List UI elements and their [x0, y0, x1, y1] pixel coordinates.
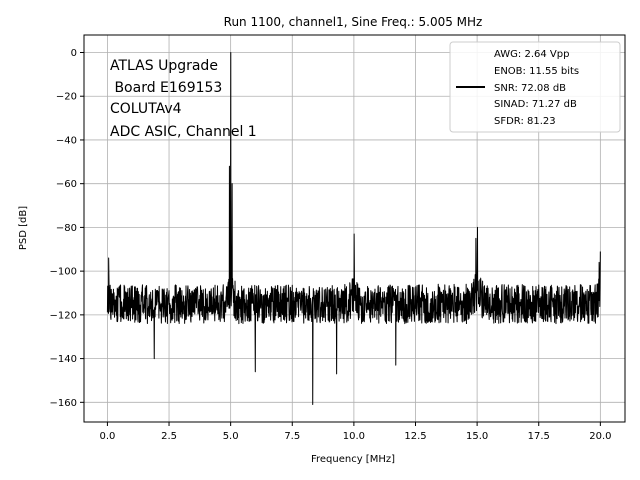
legend-line-2: ENOB: 11.55 bits [494, 66, 579, 77]
legend-line-3: SNR: 72.08 dB [494, 83, 566, 94]
x-tick-label: 20.0 [589, 431, 611, 442]
legend-line-4: SINAD: 71.27 dB [494, 99, 577, 110]
x-tick-label: 0.0 [99, 431, 115, 442]
legend-line-1: AWG: 2.64 Vpp [494, 49, 569, 60]
x-tick-label: 10.0 [343, 431, 365, 442]
y-axis-label: PSD [dB] [18, 206, 29, 250]
y-axis-ticks: 0 −20 −40 −60 −80 −100 −120 −140 −160 [50, 48, 84, 409]
plot-area [106, 51, 601, 406]
y-tick-label: −40 [56, 135, 77, 146]
annotation-line-3: COLUTAv4 [110, 101, 182, 117]
x-tick-label: 7.5 [284, 431, 300, 442]
x-tick-label: 17.5 [528, 431, 550, 442]
y-tick-label: −100 [50, 267, 77, 278]
annotation-line-2: Board E169153 [110, 80, 222, 96]
y-tick-label: −20 [56, 92, 77, 103]
grid [84, 35, 625, 422]
psd-series-line [106, 51, 601, 406]
y-tick-label: −140 [50, 354, 77, 365]
annotation-line-1: ATLAS Upgrade [110, 58, 218, 74]
x-tick-label: 12.5 [404, 431, 426, 442]
plot-frame [83, 34, 626, 423]
annotation-line-4: ADC ASIC, Channel 1 [110, 124, 257, 140]
y-tick-label: −120 [50, 310, 77, 321]
x-tick-label: 15.0 [466, 431, 488, 442]
y-tick-label: −160 [50, 398, 77, 409]
x-axis-label: Frequency [MHz] [311, 454, 395, 465]
y-tick-label: −80 [56, 223, 77, 234]
chart-title: Run 1100, channel1, Sine Freq.: 5.005 MH… [224, 15, 483, 29]
y-tick-label: −60 [56, 179, 77, 190]
legend: AWG: 2.64 Vpp ENOB: 11.55 bits SNR: 72.0… [449, 41, 621, 133]
annotation-block: ATLAS Upgrade Board E169153 COLUTAv4 ADC… [110, 58, 257, 140]
x-axis-ticks: 0.0 2.5 5.0 7.5 10.0 12.5 15.0 17.5 20.0 [99, 422, 611, 442]
x-tick-label: 2.5 [161, 431, 177, 442]
legend-box [449, 41, 621, 133]
legend-line-5: SFDR: 81.23 [494, 116, 556, 127]
y-tick-label: 0 [71, 48, 77, 59]
x-tick-label: 5.0 [223, 431, 239, 442]
